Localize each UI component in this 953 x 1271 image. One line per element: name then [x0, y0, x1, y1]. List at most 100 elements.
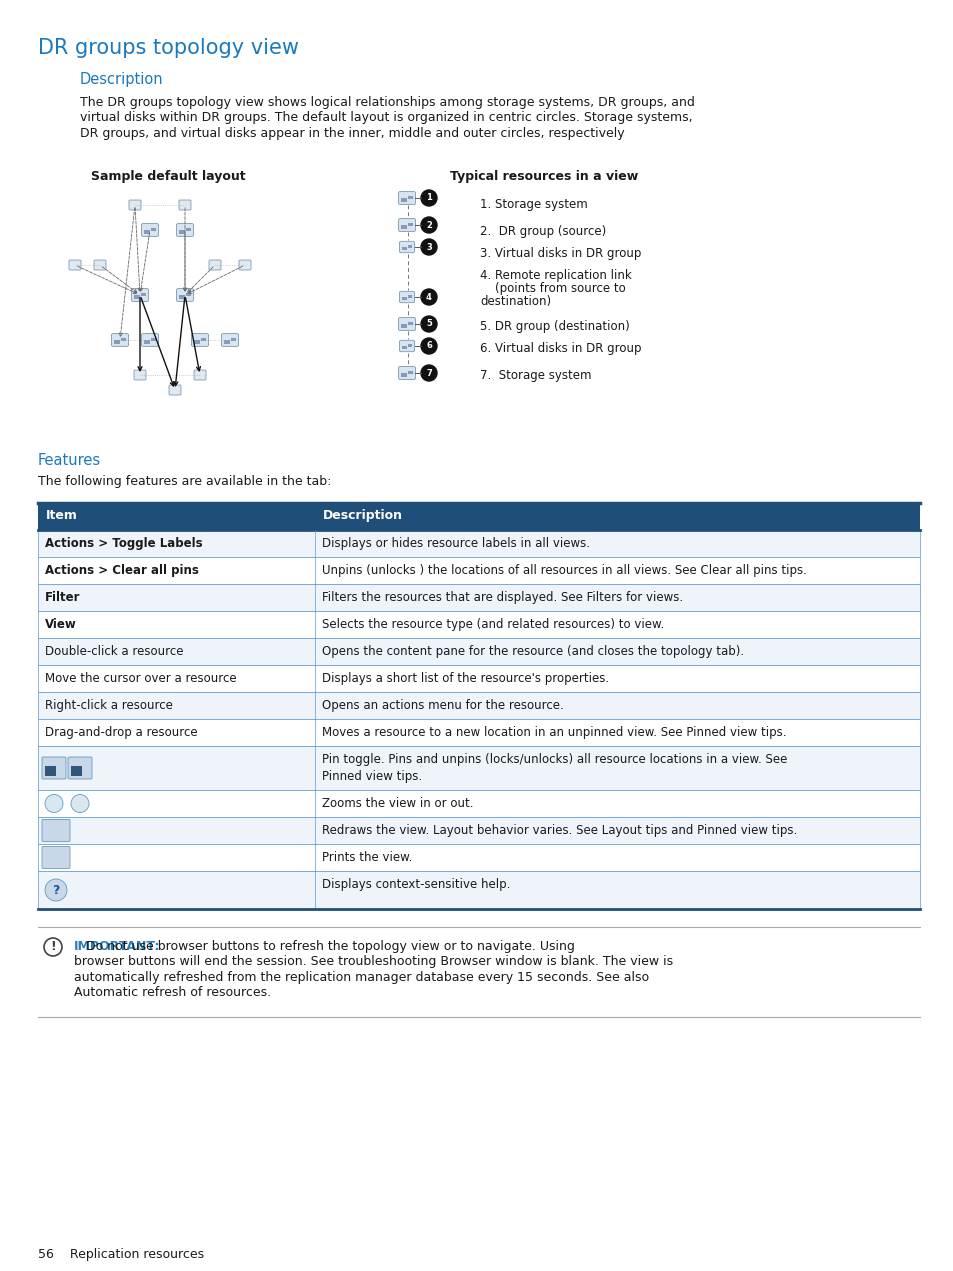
Text: DR groups topology view: DR groups topology view [38, 38, 298, 58]
FancyBboxPatch shape [398, 192, 416, 205]
Text: Description: Description [323, 508, 402, 522]
Bar [121, 338, 126, 342]
Text: Displays context-sensitive help.: Displays context-sensitive help. [322, 878, 510, 891]
Bar [113, 339, 119, 344]
Text: destination): destination) [479, 295, 551, 308]
FancyBboxPatch shape [399, 291, 414, 302]
Text: Actions > Toggle Labels: Actions > Toggle Labels [45, 538, 202, 550]
Text: Opens an actions menu for the resource.: Opens an actions menu for the resource. [322, 699, 563, 712]
Circle shape [420, 289, 436, 305]
Text: Drag-and-drop a resource: Drag-and-drop a resource [45, 726, 197, 738]
FancyBboxPatch shape [129, 200, 141, 210]
FancyBboxPatch shape [398, 366, 416, 380]
Bar [38, 638, 919, 665]
Text: (points from source to: (points from source to [479, 282, 625, 295]
FancyBboxPatch shape [398, 219, 416, 231]
FancyBboxPatch shape [239, 261, 251, 269]
FancyBboxPatch shape [68, 758, 91, 779]
FancyBboxPatch shape [176, 289, 193, 301]
FancyBboxPatch shape [132, 289, 149, 301]
Text: 2.  DR group (source): 2. DR group (source) [479, 225, 605, 238]
Bar [38, 583, 919, 611]
Text: 6. Virtual disks in DR group: 6. Virtual disks in DR group [479, 342, 640, 355]
Bar [400, 372, 406, 377]
Text: 1. Storage system: 1. Storage system [479, 198, 587, 211]
FancyBboxPatch shape [42, 846, 70, 868]
Bar [408, 295, 412, 299]
Bar [38, 503, 919, 530]
FancyBboxPatch shape [42, 758, 66, 779]
FancyBboxPatch shape [398, 318, 416, 330]
Text: Automatic refresh of resources.: Automatic refresh of resources. [74, 986, 271, 999]
Text: IMPORTANT:: IMPORTANT: [74, 941, 160, 953]
Circle shape [45, 794, 63, 812]
Circle shape [420, 316, 436, 332]
Bar [144, 230, 150, 234]
Bar [151, 228, 155, 231]
Bar [193, 339, 199, 344]
Text: Pin toggle. Pins and unpins (locks/unlocks) all resource locations in a view. Se: Pin toggle. Pins and unpins (locks/unloc… [322, 752, 786, 783]
FancyBboxPatch shape [193, 370, 206, 380]
Text: 56    Replication resources: 56 Replication resources [38, 1248, 204, 1261]
Bar [408, 344, 412, 347]
Text: 5: 5 [426, 319, 432, 328]
Bar [38, 557, 919, 583]
Circle shape [44, 938, 62, 956]
Text: Moves a resource to a new location in an unpinned view. See Pinned view tips.: Moves a resource to a new location in an… [322, 726, 785, 738]
Text: ?: ? [52, 883, 60, 896]
Bar [401, 346, 406, 350]
Text: Item: Item [46, 508, 78, 522]
Text: The following features are available in the tab:: The following features are available in … [38, 475, 331, 488]
Text: Typical resources in a view: Typical resources in a view [450, 170, 638, 183]
Bar [408, 196, 413, 200]
Text: 4: 4 [426, 292, 432, 301]
Text: 4. Remote replication link: 4. Remote replication link [479, 269, 631, 282]
Text: Features: Features [38, 452, 101, 468]
Text: Opens the content pane for the resource (and closes the topology tab).: Opens the content pane for the resource … [322, 644, 743, 658]
Text: Do not use browser buttons to refresh the topology view or to navigate. Using: Do not use browser buttons to refresh th… [74, 941, 575, 953]
Circle shape [420, 338, 436, 355]
Text: virtual disks within DR groups. The default layout is organized in centric circl: virtual disks within DR groups. The defa… [80, 112, 692, 125]
Bar [186, 228, 191, 231]
FancyBboxPatch shape [141, 333, 158, 347]
Bar [401, 247, 406, 250]
FancyBboxPatch shape [209, 261, 221, 269]
Bar [400, 225, 406, 229]
Text: 5. DR group (destination): 5. DR group (destination) [479, 320, 629, 333]
Bar [231, 338, 235, 342]
Bar [400, 198, 406, 202]
Bar [38, 611, 919, 638]
Circle shape [71, 794, 89, 812]
Bar [38, 871, 919, 909]
Bar [408, 245, 412, 248]
Circle shape [420, 189, 436, 206]
Bar [151, 338, 155, 342]
Text: Unpins (unlocks ) the locations of all resources in all views. See Clear all pin: Unpins (unlocks ) the locations of all r… [322, 564, 806, 577]
FancyBboxPatch shape [69, 261, 81, 269]
Bar [224, 339, 230, 344]
Bar [144, 339, 150, 344]
Text: The DR groups topology view shows logical relationships among storage systems, D: The DR groups topology view shows logica… [80, 97, 694, 109]
Text: Sample default layout: Sample default layout [91, 170, 245, 183]
Bar [179, 230, 185, 234]
Text: View: View [45, 618, 76, 630]
Text: DR groups, and virtual disks appear in the inner, middle and outer circles, resp: DR groups, and virtual disks appear in t… [80, 127, 624, 140]
Bar [38, 817, 919, 844]
Circle shape [420, 217, 436, 233]
Bar [408, 371, 413, 375]
Bar [71, 766, 82, 777]
Text: automatically refreshed from the replication manager database every 15 seconds. : automatically refreshed from the replica… [74, 971, 648, 984]
Bar [133, 295, 139, 299]
Text: Double-click a resource: Double-click a resource [45, 644, 183, 658]
Circle shape [420, 365, 436, 381]
Bar [186, 292, 191, 296]
Text: 6: 6 [426, 342, 432, 351]
Bar [38, 791, 919, 817]
Bar [141, 292, 146, 296]
Text: Filter: Filter [45, 591, 80, 604]
Text: Move the cursor over a resource: Move the cursor over a resource [45, 672, 236, 685]
Text: Prints the view.: Prints the view. [322, 852, 412, 864]
FancyBboxPatch shape [179, 200, 191, 210]
Text: browser buttons will end the session. See troubleshooting Browser window is blan: browser buttons will end the session. Se… [74, 956, 673, 969]
Text: 7: 7 [426, 369, 432, 377]
